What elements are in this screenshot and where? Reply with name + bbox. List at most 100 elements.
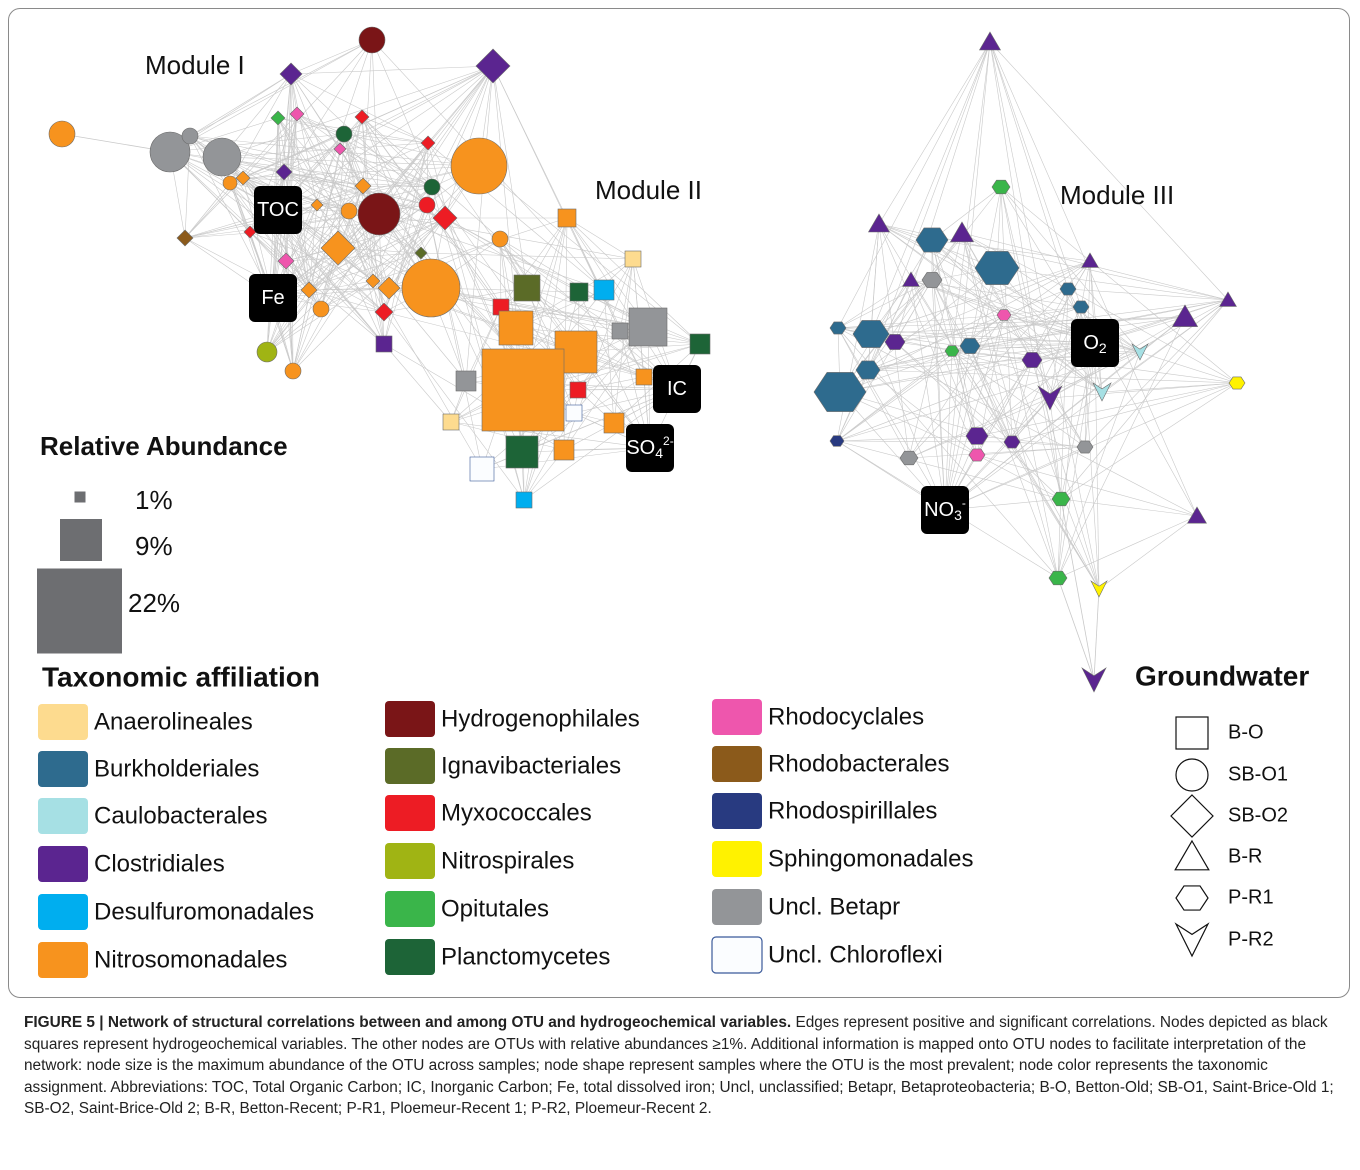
edge xyxy=(337,133,345,249)
taxonomy-swatch xyxy=(712,841,762,877)
edge xyxy=(836,342,1096,442)
edge xyxy=(1067,288,1238,384)
edge xyxy=(931,239,978,437)
edge xyxy=(1031,359,1086,448)
otu-node xyxy=(1228,376,1246,390)
edge xyxy=(931,239,1091,262)
edge xyxy=(1057,515,1198,579)
edge xyxy=(908,314,1005,459)
otu-node xyxy=(469,456,495,482)
edge xyxy=(944,314,1005,511)
edge xyxy=(1049,288,1069,399)
edge xyxy=(444,217,580,293)
edge xyxy=(242,133,345,179)
edge xyxy=(976,454,1198,517)
groundwater-shape xyxy=(1175,885,1209,911)
edge xyxy=(285,224,385,345)
otu-node xyxy=(593,279,615,301)
edge xyxy=(372,142,429,282)
otu-node xyxy=(1090,580,1108,598)
variable-node xyxy=(626,424,674,472)
groundwater-label: SB-O1 xyxy=(1228,763,1288,785)
taxonomy-label: Sphingomonadales xyxy=(768,845,974,872)
edge xyxy=(951,350,1086,448)
edge xyxy=(1000,186,1096,344)
edge xyxy=(878,223,1005,316)
otu-node xyxy=(1219,291,1237,307)
edge xyxy=(339,148,428,206)
taxonomy-label: Hydrogenophilales xyxy=(441,705,640,732)
edge xyxy=(837,327,946,511)
edge xyxy=(1049,397,1086,448)
edge xyxy=(910,279,1013,443)
otu-node xyxy=(414,246,428,260)
edge xyxy=(343,133,374,282)
abundance-title: Relative Abundance xyxy=(40,431,288,461)
edge xyxy=(931,239,971,347)
edge xyxy=(266,186,433,353)
edge xyxy=(839,342,1096,393)
otu-node xyxy=(1072,300,1090,314)
edge xyxy=(837,327,910,459)
taxonomy-label: Nitrospirales xyxy=(441,847,574,874)
taxonomy-swatch xyxy=(712,746,762,782)
edge xyxy=(931,279,946,511)
edge xyxy=(1031,299,1229,361)
groundwater-shape xyxy=(1175,716,1209,750)
edge xyxy=(499,238,502,308)
otu-node xyxy=(335,125,353,143)
figure-frame xyxy=(8,8,1350,998)
edge xyxy=(249,231,390,289)
otu-node xyxy=(333,142,347,156)
edge xyxy=(867,299,1229,371)
edge xyxy=(285,224,385,313)
edge xyxy=(951,350,1103,393)
caption-label: FIGURE 5 | Network of structural correla… xyxy=(24,1014,792,1031)
edge xyxy=(1060,498,1095,681)
edge xyxy=(839,391,978,456)
edge xyxy=(951,41,991,352)
otu-node xyxy=(149,131,191,173)
otu-node xyxy=(635,368,653,386)
edge xyxy=(290,39,373,75)
edge xyxy=(878,223,1103,393)
edge xyxy=(1060,342,1096,500)
otu-node xyxy=(1171,304,1199,327)
edge xyxy=(867,350,953,371)
edge xyxy=(1011,382,1238,443)
otu-node xyxy=(1081,252,1099,268)
variable-node xyxy=(921,486,969,534)
otu-node xyxy=(689,333,711,355)
edge xyxy=(184,217,446,239)
otu-node xyxy=(829,435,845,447)
edge xyxy=(523,412,575,501)
otu-node xyxy=(991,179,1011,195)
edge xyxy=(931,186,1002,241)
edge xyxy=(1011,441,1100,590)
otu-node xyxy=(275,163,293,181)
edge xyxy=(566,217,678,390)
edge xyxy=(184,237,322,310)
edge xyxy=(931,239,1005,316)
caption-text: Edges represent positive and significant… xyxy=(24,1014,1334,1118)
edge xyxy=(283,171,432,289)
edge xyxy=(944,267,998,511)
otu-node xyxy=(978,31,1002,51)
taxonomy-swatch xyxy=(712,699,762,735)
otu-node xyxy=(284,362,302,380)
edge xyxy=(944,299,1229,511)
edge xyxy=(1011,441,1086,448)
edge xyxy=(308,204,318,291)
edge xyxy=(578,291,651,449)
variable-node xyxy=(254,186,302,234)
taxonomy-swatch xyxy=(38,846,88,882)
variable-node xyxy=(653,365,701,413)
otu-node xyxy=(1037,385,1063,411)
edge xyxy=(249,231,385,345)
edge xyxy=(1060,299,1229,500)
edge xyxy=(499,238,678,390)
otu-node xyxy=(357,192,401,236)
otu-node xyxy=(628,307,668,347)
edge xyxy=(908,351,1141,459)
edge xyxy=(1000,186,1062,500)
